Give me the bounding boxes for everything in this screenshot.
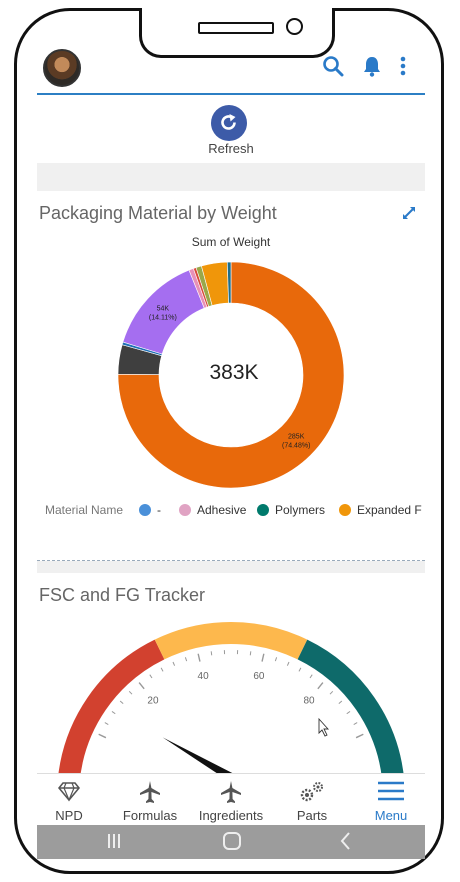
phone-notch <box>139 8 335 58</box>
gauge-tick <box>128 690 133 695</box>
legend-swatch <box>339 504 351 516</box>
user-avatar[interactable] <box>43 49 81 87</box>
gauge-tick <box>172 661 176 666</box>
gauge-tick <box>149 674 153 679</box>
card-title: FSC and FG Tracker <box>39 585 206 605</box>
legend-item[interactable]: Expanded F <box>339 503 422 517</box>
legend-title: Material Name <box>45 503 124 517</box>
gauge-band <box>297 639 405 783</box>
front-camera <box>286 18 303 35</box>
nav-item-parts[interactable]: Parts <box>281 774 343 826</box>
gauge-tick <box>353 722 358 726</box>
diamond-icon <box>57 780 81 807</box>
legend-swatch <box>257 504 269 516</box>
gauge-band <box>154 622 308 660</box>
gauge-tick <box>249 651 252 656</box>
chart-legend: Material Name - Adhesive Polymers Expanded … <box>41 503 425 521</box>
gauge-tick-label: 20 <box>147 696 159 707</box>
legend-label: Polymers <box>275 503 326 517</box>
system-navigation-bar <box>37 825 425 859</box>
refresh-button[interactable] <box>211 105 247 141</box>
gauge-tick <box>111 711 116 715</box>
gauge-tick <box>261 653 265 662</box>
bottom-navigation: NPD Formulas Ingredients Parts Menu <box>37 773 425 825</box>
content-divider <box>37 163 425 191</box>
refresh-area <box>37 99 425 169</box>
gauge-tick <box>197 653 201 662</box>
gauge-tick-label: 40 <box>198 671 210 682</box>
legend-item[interactable]: Adhesive <box>179 503 246 517</box>
gears-icon <box>297 780 327 809</box>
gauge-tick <box>338 700 343 704</box>
gauge-tick-label: 80 <box>303 696 315 707</box>
legend-label: - <box>157 503 161 517</box>
search-icon[interactable] <box>322 55 344 77</box>
app-screen: Refresh Packaging Material by Weight Sum… <box>37 29 425 859</box>
donut-total: 383K <box>209 361 259 384</box>
packaging-material-card: Packaging Material by Weight Sum of Weig… <box>37 191 425 561</box>
donut-slice[interactable] <box>226 261 232 304</box>
legend-item[interactable]: Polymers <box>257 503 325 517</box>
gauge-tick <box>119 700 124 704</box>
slice-value-label: 285K <box>288 434 305 441</box>
slice-percent-label: (14.11%) <box>149 314 177 321</box>
plane-icon <box>139 780 161 809</box>
slice-percent-label: (74.48%) <box>282 443 310 450</box>
legend-label: Expanded F <box>357 503 422 517</box>
hamburger-icon <box>377 780 405 807</box>
gauge-chart: 20 40 60 80 <box>57 622 405 788</box>
gauge-tick <box>98 733 107 739</box>
gauge-tick <box>329 690 334 695</box>
refresh-icon <box>221 114 236 130</box>
fsc-fg-tracker-card: FSC and FG Tracker 20 40 60 80 <box>37 573 425 788</box>
nav-item-ingredients[interactable]: Ingredients <box>191 774 271 826</box>
donut-chart: 285K (74.48%) 54K (14.11%) <box>117 261 345 489</box>
card-gap <box>37 561 425 573</box>
gauge-tick <box>138 682 145 690</box>
chart-title: Sum of Weight <box>191 235 271 249</box>
donut-slice[interactable] <box>117 261 345 489</box>
legend-label: Adhesive <box>197 503 247 517</box>
expand-icon[interactable] <box>401 205 417 226</box>
recents-icon[interactable] <box>103 829 125 858</box>
phone-frame: Refresh Packaging Material by Weight Sum… <box>14 8 444 874</box>
nav-item-menu[interactable]: Menu <box>357 774 425 826</box>
gauge-band <box>57 639 165 783</box>
refresh-label: Refresh <box>208 141 254 156</box>
speaker-grille <box>198 22 274 34</box>
nav-item-formulas[interactable]: Formulas <box>119 774 181 826</box>
nav-label: Ingredients <box>198 808 264 823</box>
nav-label: Menu <box>374 808 408 823</box>
slice-value-label: 54K <box>157 305 170 312</box>
gauge-tick-label: 60 <box>253 671 265 682</box>
nav-item-npd[interactable]: NPD <box>43 774 95 826</box>
legend-item[interactable]: - <box>139 503 161 517</box>
gauge-tick <box>346 711 351 715</box>
gauge-tick <box>355 733 364 739</box>
card-title: Packaging Material by Weight <box>39 203 277 223</box>
more-vertical-icon[interactable] <box>399 55 421 77</box>
home-icon[interactable] <box>221 829 243 858</box>
legend-swatch <box>139 504 151 516</box>
bell-icon[interactable] <box>361 55 383 77</box>
gauge-tick <box>274 657 278 662</box>
nav-label: Parts <box>296 808 328 823</box>
gauge-tick <box>298 667 302 672</box>
gauge-tick <box>317 682 324 690</box>
gauge-tick <box>160 667 164 672</box>
legend-swatch <box>179 504 191 516</box>
gauge-tick <box>210 651 213 656</box>
mouse-cursor-icon <box>318 717 330 737</box>
plane-icon <box>220 780 242 809</box>
gauge-tick <box>309 674 313 679</box>
gauge-tick <box>184 657 188 662</box>
nav-label: Formulas <box>122 808 178 823</box>
back-icon[interactable] <box>335 829 357 858</box>
nav-label: NPD <box>55 808 83 823</box>
gauge-tick <box>286 661 290 666</box>
gauge-tick <box>104 722 109 726</box>
